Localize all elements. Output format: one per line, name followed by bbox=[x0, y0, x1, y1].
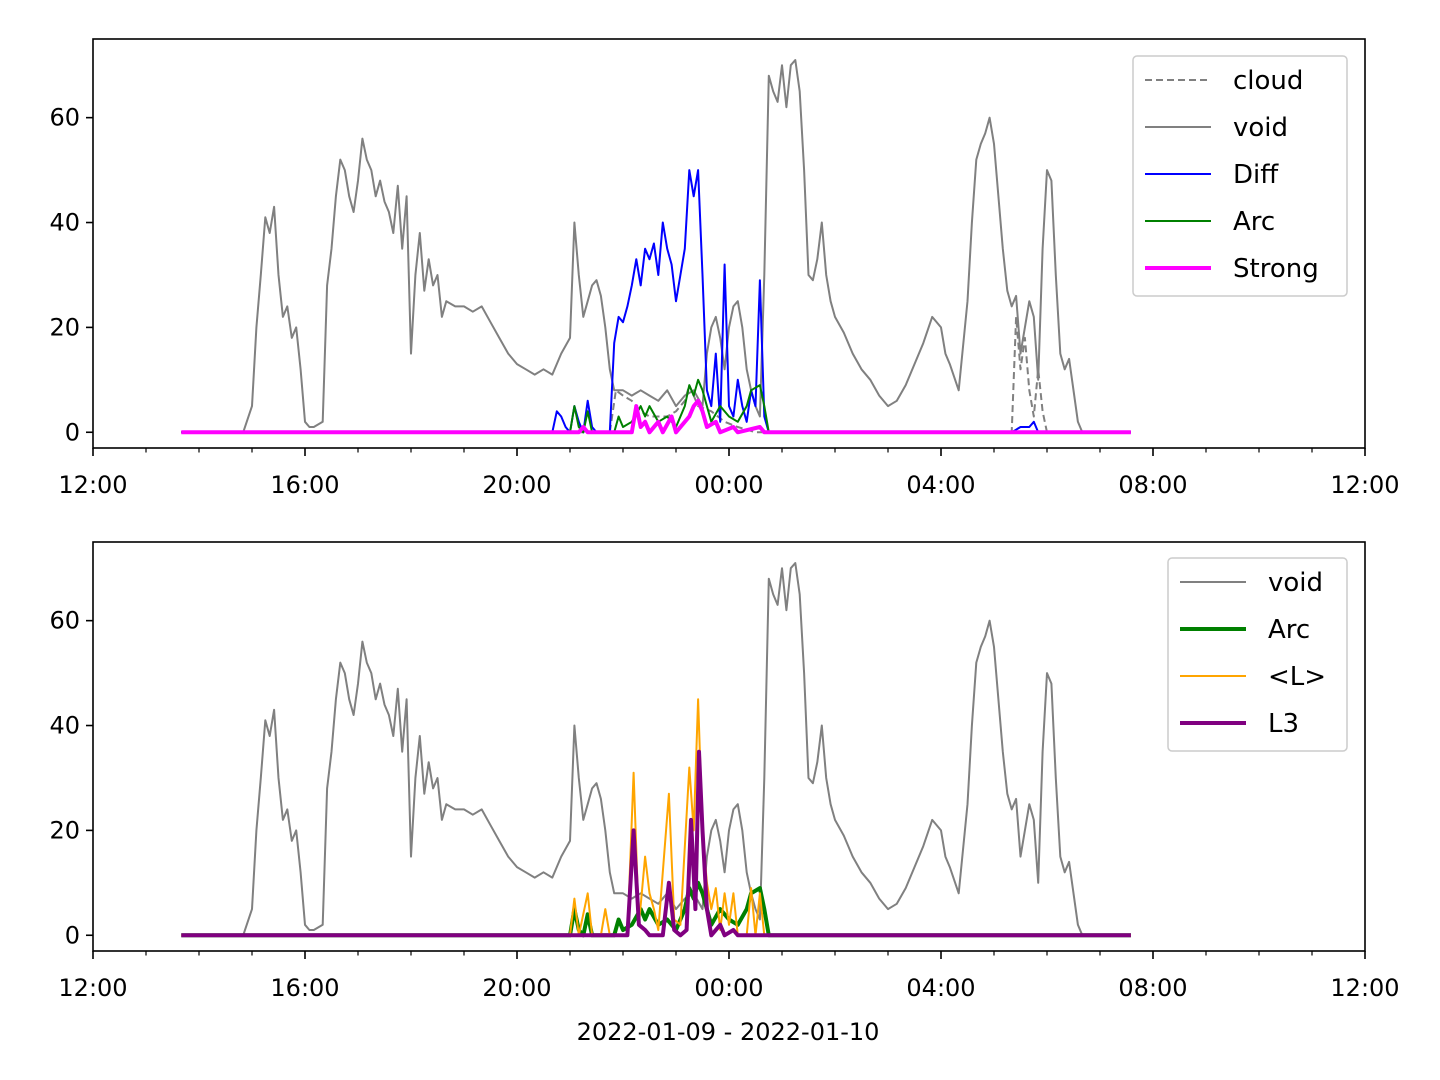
legend-label-diff: Diff bbox=[1233, 160, 1279, 190]
legend-label-l3: L3 bbox=[1268, 709, 1299, 739]
x-tick-label: 00:00 bbox=[694, 974, 763, 1002]
x-tick-label: 20:00 bbox=[482, 974, 551, 1002]
x-tick-label: 12:00 bbox=[1330, 471, 1399, 499]
y-tick-label: 40 bbox=[49, 209, 80, 237]
y-tick-label: 0 bbox=[65, 921, 80, 949]
series-line-void bbox=[181, 562, 1131, 937]
series-line-cloud bbox=[181, 315, 1131, 434]
legend-label-void: void bbox=[1233, 113, 1288, 143]
x-tick-label: 04:00 bbox=[906, 471, 975, 499]
plot-area bbox=[181, 59, 1131, 435]
series-line-diff bbox=[181, 169, 1131, 434]
legend-label-arc: Arc bbox=[1268, 615, 1310, 645]
y-tick-label: 20 bbox=[49, 816, 80, 844]
series-line-l3 bbox=[181, 749, 1131, 938]
x-tick-label: 20:00 bbox=[482, 471, 551, 499]
top-panel: 0 20 40 60 12:00 16:00 20:00 00:00 04:00 08:00 12:… bbox=[49, 38, 1400, 499]
x-tick-label: 12:00 bbox=[58, 471, 127, 499]
x-tick-label: 12:00 bbox=[58, 974, 127, 1002]
x-tick-label: 04:00 bbox=[906, 974, 975, 1002]
y-tick-label: 20 bbox=[49, 313, 80, 341]
legend-label-cloud: cloud bbox=[1233, 66, 1303, 96]
x-tick-label: 08:00 bbox=[1118, 974, 1187, 1002]
series-line-strong bbox=[181, 398, 1131, 435]
legend: cloud void Diff Arc Strong bbox=[1132, 55, 1348, 297]
legend-box bbox=[1132, 55, 1348, 297]
legend: void Arc <L> L3 bbox=[1167, 557, 1348, 752]
plot-area bbox=[181, 562, 1131, 938]
y-tick-label: 60 bbox=[49, 104, 80, 132]
y-tick-label: 60 bbox=[49, 607, 80, 635]
x-tick-label: 00:00 bbox=[694, 471, 763, 499]
x-tick-label: 16:00 bbox=[270, 974, 339, 1002]
x-tick-label: 16:00 bbox=[270, 471, 339, 499]
legend-label-arc: Arc bbox=[1233, 207, 1275, 237]
legend-label-void: void bbox=[1268, 568, 1323, 598]
series-line-void bbox=[181, 59, 1131, 434]
legend-label-l: <L> bbox=[1268, 662, 1326, 692]
bottom-panel: 0 20 40 60 12:00 16:00 20:00 00:00 04:00 08:00 12:… bbox=[49, 541, 1400, 1002]
legend-box bbox=[1167, 557, 1348, 752]
bottom-x-axis-label: 2022-01-09 - 2022-01-10 bbox=[577, 1018, 880, 1046]
y-tick-label: 0 bbox=[65, 418, 80, 446]
y-tick-label: 40 bbox=[49, 712, 80, 740]
x-tick-label: 08:00 bbox=[1118, 471, 1187, 499]
x-tick-label: 12:00 bbox=[1330, 974, 1399, 1002]
legend-label-strong: Strong bbox=[1233, 254, 1319, 284]
